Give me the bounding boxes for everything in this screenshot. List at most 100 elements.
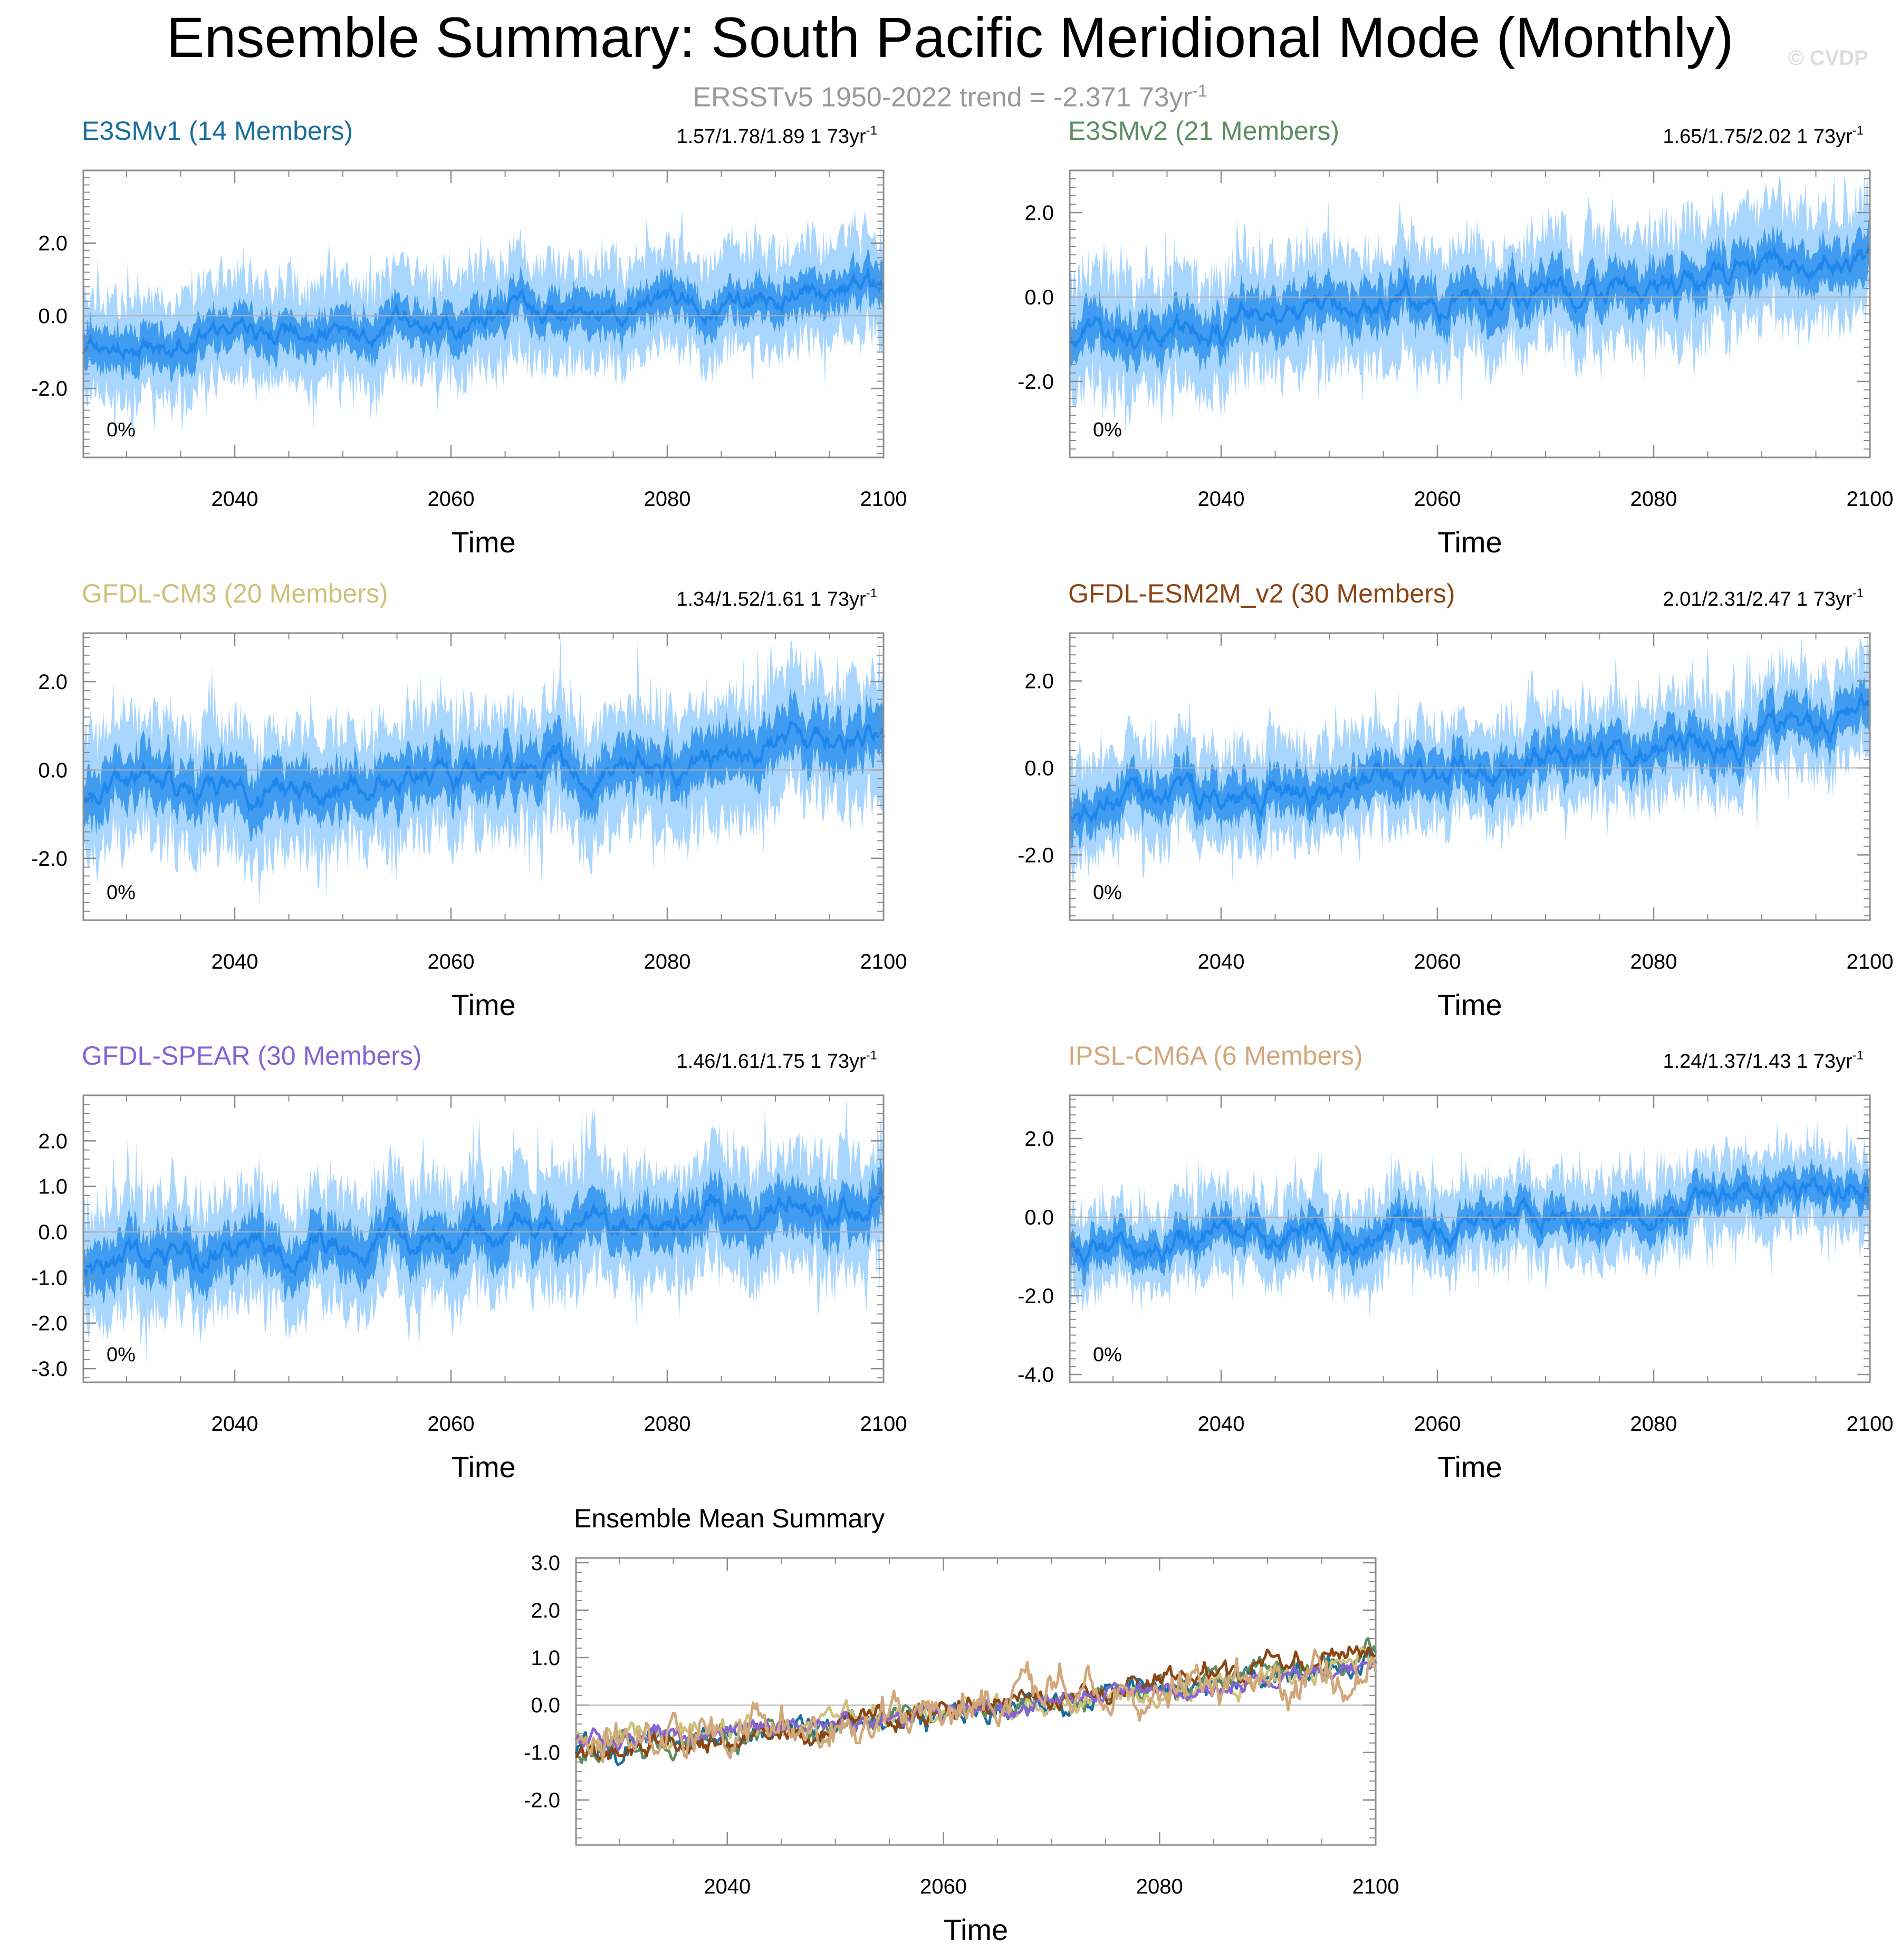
percent-label: 0% [1093, 1344, 1122, 1366]
percent-label: 0% [107, 419, 136, 441]
y-tick-label: 0.0 [1024, 1206, 1054, 1229]
panel-title: E3SMv1 (14 Members) [82, 116, 353, 146]
trend-value: 1.24/1.37/1.43 1 73yr [1663, 1050, 1853, 1073]
x-tick-label: 2080 [1136, 1875, 1183, 1898]
subtitle-text: ERSSTv5 1950-2022 trend = -2.371 73yr [693, 82, 1193, 113]
y-tick-label: -2.0 [31, 377, 68, 400]
figure-subtitle: ERSSTv5 1950-2022 trend = -2.371 73yr-1 [0, 74, 1900, 114]
y-tick-label: -2.0 [1018, 1285, 1054, 1308]
trend-label: 1.46/1.61/1.75 1 73yr-1 [676, 1048, 877, 1073]
y-tick-label: 2.0 [38, 1130, 68, 1153]
panel-title: Ensemble Mean Summary [574, 1504, 885, 1533]
trend-superscript: -1 [866, 123, 877, 138]
y-tick-label: 2.0 [38, 671, 68, 694]
y-tick-label: 2.0 [1024, 670, 1054, 693]
subtitle-superscript: -1 [1192, 81, 1207, 100]
x-tick-label: 2040 [1198, 950, 1245, 973]
trend-label: 1.24/1.37/1.43 1 73yr-1 [1663, 1048, 1864, 1073]
x-tick-label: 2080 [644, 1412, 691, 1436]
percent-label: 0% [107, 1344, 136, 1366]
y-tick-label: 3.0 [531, 1552, 560, 1575]
x-tick-label: 2040 [212, 950, 258, 973]
y-tick-label: 0.0 [38, 1221, 68, 1244]
x-axis-label: Time [1437, 525, 1502, 559]
trend-superscript: -1 [1853, 586, 1864, 600]
plot-frame [82, 632, 885, 921]
x-tick-label: 2100 [860, 950, 907, 973]
y-tick-label: 2.0 [38, 232, 68, 255]
plot-frame [575, 1557, 1377, 1846]
cvdp-watermark: © CVDP [1788, 46, 1868, 70]
trend-superscript: -1 [866, 1048, 877, 1063]
series-line-ipsl-cm6a [575, 1648, 1377, 1763]
x-tick-label: 2060 [428, 1412, 475, 1436]
x-tick-label: 2040 [212, 1412, 258, 1436]
y-tick-label: -3.0 [31, 1357, 68, 1381]
y-tick-label: -2.0 [1018, 844, 1054, 867]
y-tick-label: 2.0 [1024, 1127, 1054, 1151]
y-tick-label: 1.0 [38, 1175, 68, 1199]
x-tick-label: 2080 [1630, 1412, 1677, 1436]
trend-value: 1.34/1.52/1.61 1 73yr [676, 588, 866, 610]
plot-frame [82, 1094, 885, 1383]
trend-value: 2.01/2.31/2.47 1 73yr [1663, 588, 1853, 610]
panel-title: IPSL-CM6A (6 Members) [1068, 1041, 1362, 1070]
x-tick-label: 2100 [1847, 487, 1894, 511]
x-tick-label: 2060 [428, 950, 475, 973]
x-axis-label: Time [1437, 988, 1502, 1021]
x-tick-label: 2060 [920, 1875, 967, 1898]
x-axis-label: Time [944, 1913, 1008, 1946]
x-axis-label: Time [451, 988, 515, 1021]
ensemble-mean-line [1068, 244, 1872, 350]
x-tick-label: 2040 [704, 1875, 751, 1898]
y-tick-label: 0.0 [1024, 286, 1054, 309]
y-tick-label: 0.0 [38, 759, 68, 782]
trend-label: 2.01/2.31/2.47 1 73yr-1 [1663, 586, 1864, 610]
panel-gfdl-cm3: 2.0 0.0 -2.0 2040 2060 2080 2100 Time GFDL-CM3 (… [31, 579, 907, 1021]
x-tick-label: 2100 [1847, 1412, 1894, 1436]
trend-label: 1.65/1.75/2.02 1 73yr-1 [1663, 123, 1864, 148]
percent-label: 0% [107, 882, 136, 904]
y-tick-label: -2.0 [31, 847, 68, 871]
y-tick-label: 1.0 [531, 1647, 560, 1670]
panel-ipsl-cm6a: 2.0 0.0 -2.0 -4.0 2040 2060 2080 2100 Time IPSL-C… [1018, 1041, 1893, 1484]
y-tick-label: 2.0 [531, 1599, 560, 1622]
percent-label: 0% [1093, 419, 1122, 441]
x-axis-label: Time [1437, 1450, 1502, 1484]
plot-frame [1069, 169, 1871, 458]
y-tick-label: -4.0 [1018, 1363, 1054, 1387]
x-tick-label: 2080 [1630, 950, 1677, 973]
x-tick-label: 2040 [1198, 487, 1245, 511]
y-tick-label: -1.0 [31, 1266, 68, 1289]
inner-spread-band [1070, 677, 1870, 851]
trend-value: 1.65/1.75/2.02 1 73yr [1663, 126, 1853, 148]
x-tick-label: 2060 [1414, 950, 1461, 973]
ensemble-mean-line [82, 266, 885, 361]
y-tick-label: -2.0 [524, 1789, 560, 1812]
ensemble-mean-line [82, 721, 885, 813]
panel-e3smv1: 2.0 0.0 -2.0 2040 2060 2080 2100 Time E3SMv1 (14… [31, 116, 907, 559]
y-tick-label: 2.0 [1024, 202, 1054, 225]
y-tick-label: -1.0 [524, 1742, 560, 1765]
plot-frame [1069, 632, 1871, 921]
panel-title: E3SMv2 (21 Members) [1068, 116, 1339, 146]
x-tick-label: 2060 [428, 487, 475, 511]
panel-gfdl-spear: 2.0 1.0 0.0 -1.0 -2.0 -3.0 2040 2060 2080 2100 Tim… [31, 1041, 907, 1484]
trend-label: 1.34/1.52/1.61 1 73yr-1 [676, 586, 877, 610]
x-tick-label: 2100 [1352, 1875, 1399, 1898]
panel-title: GFDL-ESM2M_v2 (30 Members) [1068, 579, 1455, 608]
panel-title: GFDL-CM3 (20 Members) [82, 579, 388, 608]
ensemble-mean-line [83, 1185, 885, 1279]
x-tick-label: 2100 [860, 1412, 907, 1436]
trend-label: 1.57/1.78/1.89 1 73yr-1 [676, 123, 877, 148]
x-axis-label: Time [451, 1450, 515, 1484]
figure-title: Ensemble Summary: South Pacific Meridion… [166, 5, 1734, 69]
ensemble-mean-line [1069, 1174, 1870, 1268]
trend-superscript: -1 [1853, 123, 1864, 138]
outer-spread-band [1070, 635, 1870, 884]
y-tick-label: 0.0 [531, 1694, 560, 1717]
panel-e3smv2: 2.0 0.0 -2.0 2040 2060 2080 2100 Time E3SMv2 (21… [1018, 116, 1893, 559]
x-tick-label: 2080 [644, 487, 691, 511]
x-tick-label: 2040 [1198, 1412, 1245, 1436]
